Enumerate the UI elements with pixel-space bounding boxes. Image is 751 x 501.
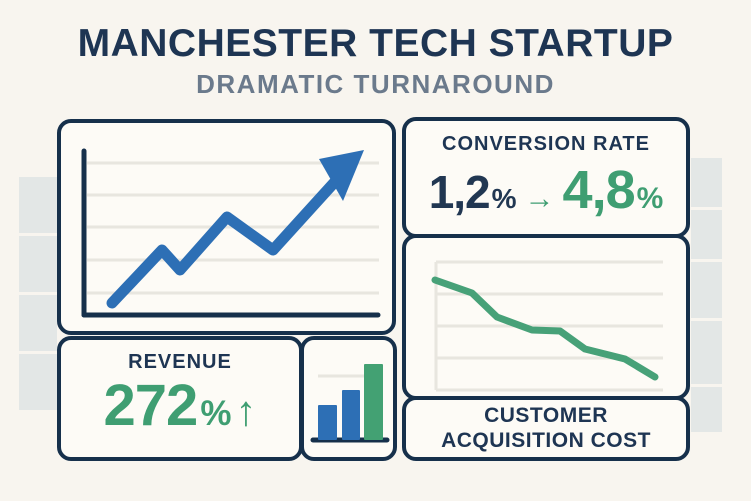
cac-label-panel: CUSTOMER ACQUISITION COST	[402, 396, 690, 461]
up-arrow-icon: ↑	[235, 387, 257, 434]
conversion-rate-values: 1,2 % → 4,8 %	[429, 159, 664, 221]
revenue-panel: REVENUE 272 % ↑	[57, 336, 303, 461]
conversion-after-unit: %	[636, 182, 664, 215]
page-subtitle: DRAMATIC TURNAROUND	[196, 68, 555, 99]
growth-bar-chart	[310, 364, 390, 443]
cac-chart-panel	[402, 234, 690, 400]
revenue-value: 272	[103, 373, 199, 438]
revenue-values: 272 % ↑	[104, 377, 257, 435]
growth-trend-panel	[57, 119, 396, 335]
right-arrow-icon: →	[524, 182, 555, 215]
right-decor-blocks	[691, 158, 722, 432]
conversion-after-value: 4,8	[562, 160, 636, 220]
conversion-before-unit: %	[491, 183, 517, 214]
decor-block	[19, 236, 57, 292]
decor-block	[19, 177, 57, 233]
conversion-rate-panel: CONVERSION RATE 1,2 % → 4,8 %	[402, 117, 690, 238]
decor-block	[691, 387, 722, 432]
conversion-before-value: 1,2	[428, 166, 491, 218]
revenue-unit: %	[200, 394, 232, 433]
infographic-header: MANCHESTER TECH STARTUP DRAMATIC TURNARO…	[0, 22, 751, 100]
decor-block	[19, 295, 57, 351]
left-decor-blocks	[19, 177, 57, 410]
revenue-heading: REVENUE	[128, 351, 232, 373]
decor-block	[691, 158, 722, 207]
bar-chart-panel	[300, 336, 397, 461]
decor-block	[19, 354, 57, 410]
cac-declining-line-chart	[431, 260, 663, 392]
conversion-rate-heading: CONVERSION RATE	[442, 133, 650, 155]
cac-label-line2: ACQUISITION COST	[441, 428, 651, 452]
decor-block	[691, 321, 722, 384]
decor-block	[691, 210, 722, 259]
page-title: MANCHESTER TECH STARTUP	[77, 22, 674, 65]
cac-label-line1: CUSTOMER	[484, 403, 608, 427]
decor-block	[691, 262, 722, 318]
growth-trend-chart	[81, 148, 381, 318]
